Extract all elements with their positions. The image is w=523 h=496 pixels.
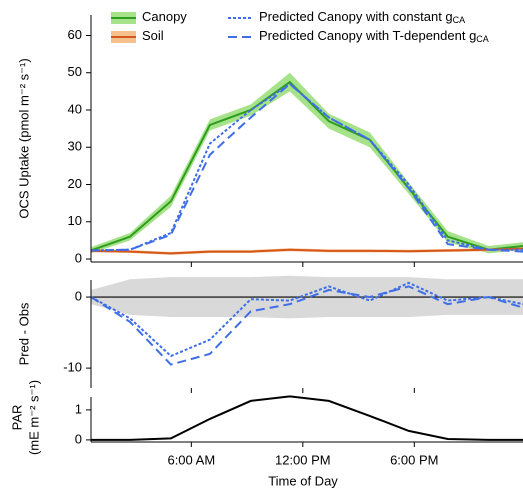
y-tick-label: 20 xyxy=(68,176,82,191)
y-tick-label: 0 xyxy=(75,431,82,446)
y-tick-label: 30 xyxy=(68,139,82,154)
x-tick-label: 12:00 PM xyxy=(275,452,331,467)
legend-subscript: CA xyxy=(453,15,466,25)
y-axis-label: PAR xyxy=(9,405,24,431)
series-line xyxy=(90,82,523,253)
x-tick-label: 6:00 AM xyxy=(167,452,215,467)
y-tick-label: 60 xyxy=(68,27,82,42)
series-line xyxy=(91,395,523,441)
legend-label: Predicted Canopy with T-dependent gCA xyxy=(259,28,489,44)
series-band xyxy=(91,72,523,254)
series-line xyxy=(90,281,523,358)
legend-text: Predicted Canopy with constant g xyxy=(259,9,453,24)
series-line xyxy=(90,82,523,252)
x-tick-label: 6:00 PM xyxy=(390,452,438,467)
y-axis-label: (mE m⁻² s⁻¹) xyxy=(26,380,41,455)
legend-subscript: CA xyxy=(476,34,489,44)
legend-text: Predicted Canopy with T-dependent g xyxy=(259,28,476,43)
y-tick-label: -10 xyxy=(63,360,82,375)
x-axis-label: Time of Day xyxy=(268,473,338,488)
legend-text: Canopy xyxy=(142,9,187,24)
y-tick-label: 40 xyxy=(68,101,82,116)
legend-label: Canopy xyxy=(142,9,187,24)
legend-text: Soil xyxy=(142,28,164,43)
y-axis-label: Pred - Obs xyxy=(16,302,31,365)
y-tick-label: 50 xyxy=(68,64,82,79)
y-tick-label: 10 xyxy=(68,213,82,228)
y-tick-label: 0 xyxy=(75,288,82,303)
y-tick-label: 1 xyxy=(75,401,82,416)
legend-label: Predicted Canopy with constant gCA xyxy=(259,9,465,25)
y-tick-label: 0 xyxy=(75,250,82,265)
series-line xyxy=(90,247,523,255)
legend-label: Soil xyxy=(142,28,164,43)
y-axis-label: OCS Uptake (pmol m⁻² s⁻¹) xyxy=(16,58,31,218)
